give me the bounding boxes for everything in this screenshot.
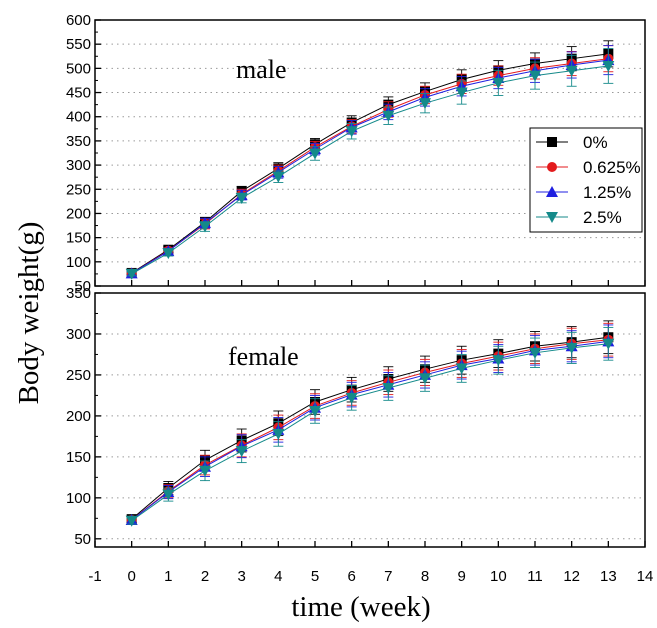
legend-label: 0% [583,133,608,152]
female-y-tick-label: 250 [66,367,91,384]
female-series-3 [125,326,615,527]
female-series-2 [125,324,615,525]
male-y-tick-label: 300 [66,157,91,174]
male-series-line [131,58,609,274]
female-series-line [131,340,609,521]
male-y-tick-label: 200 [66,205,91,222]
female-data-point [455,363,468,375]
x-tick-label: 14 [637,568,654,585]
female-data-point [419,373,431,385]
x-tick-label: 8 [421,568,429,585]
female-data-point [565,342,578,354]
male-data-point [492,77,505,89]
male-y-tick-label: 500 [66,60,91,77]
legend-label: 0.625% [583,158,641,177]
y-axis-title: Body weight(g) [13,222,45,405]
male-y-tick-label: 100 [66,254,91,271]
male-data-point [309,148,321,160]
male-data-point [345,126,358,138]
x-tick-label: 4 [274,568,282,585]
male-y-tick-label: 150 [66,230,91,247]
female-y-tick-label: 350 [66,285,91,302]
x-tick-label: 2 [201,568,209,585]
male-data-point [199,221,211,233]
female-series-0 [126,320,614,525]
female-data-point [125,515,138,527]
legend-label: 1.25% [583,183,631,202]
female-data-point [309,405,321,417]
female-y-tick-label: 100 [66,490,91,507]
female-panel: 50 100 150 200 250 300 350 [66,285,646,548]
male-y-tick-label: 50 [74,278,91,295]
x-tick-label: -1 [88,568,101,585]
x-tick-label: 13 [600,568,617,585]
female-y-tick-label: 200 [66,408,91,425]
female-data-point [602,338,615,350]
male-series-3 [125,48,615,280]
female-plot-frame [94,292,646,548]
legend-marker [546,212,558,223]
female-series-1 [126,322,614,525]
male-y-tick-label: 350 [66,133,91,150]
male-data-point [602,60,615,72]
male-data-point [529,70,541,82]
male-data-point [419,98,431,110]
female-series-line [131,343,609,522]
female-y-tick-label: 50 [74,531,91,548]
female-data-point [345,392,358,404]
male-y-tick-label: 250 [66,181,91,198]
female-panel-label: female [228,342,299,371]
x-tick-label: 1 [164,568,172,585]
female-data-point [529,347,541,359]
male-data-point [382,110,395,122]
x-tick-label: 3 [237,568,245,585]
x-tick-label: 6 [347,568,355,585]
female-y-tick-label: 150 [66,449,91,466]
female-data-point [235,446,248,458]
male-y-tick-label: 450 [66,85,91,102]
male-panel-label: male [236,55,287,84]
x-axis-title: time (week) [291,591,430,623]
female-series-line [131,336,609,520]
male-y-tick-label: 550 [66,36,91,53]
x-axis: -1 0 1 2 3 4 5 6 7 8 9 10 11 12 13 14 [88,568,653,585]
female-y-tick-label: 300 [66,326,91,343]
male-series-line [131,53,609,274]
x-tick-label: 12 [563,568,580,585]
male-series-line [131,65,609,275]
female-data-point [492,355,505,367]
x-tick-label: 10 [490,568,507,585]
male-series-line [131,59,609,274]
female-data-point [162,489,175,501]
x-tick-label: 5 [311,568,319,585]
legend: 0% 0.625% 1.25% 2.5% [529,127,643,233]
legend-marker [546,186,558,197]
legend-label: 2.5% [583,208,622,227]
male-data-point [235,192,248,204]
female-series-line [131,339,609,521]
x-tick-label: 11 [527,568,543,585]
male-data-point [455,87,468,99]
female-data-point [382,383,395,395]
male-data-point [162,248,175,260]
male-y-tick-label: 600 [66,12,91,29]
male-data-point [125,268,138,280]
legend-marker [547,162,557,172]
female-data-point [272,428,285,440]
female-data-point [199,465,211,477]
x-tick-label: 9 [457,568,465,585]
male-data-point [272,171,285,183]
x-tick-label: 7 [384,568,392,585]
male-panel: 50 100 150 200 250 300 350 400 450 500 550 600 [66,12,646,295]
male-data-point [565,65,578,77]
x-tick-label: 0 [127,568,135,585]
male-y-tick-label: 400 [66,109,91,126]
legend-marker [547,137,557,147]
